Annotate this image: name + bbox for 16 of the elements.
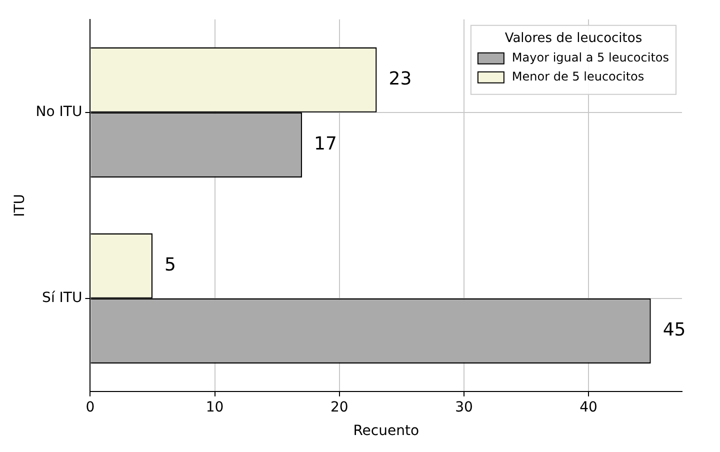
y-tick-label: No ITU bbox=[36, 104, 82, 120]
data-label: 45 bbox=[662, 320, 686, 341]
data-label: 17 bbox=[314, 134, 337, 155]
x-tick-label: 0 bbox=[86, 399, 95, 416]
x-tick-label: 10 bbox=[206, 399, 224, 416]
legend-title: Valores de leucocitos bbox=[504, 30, 642, 46]
data-label: 5 bbox=[164, 254, 176, 276]
data-label: 23 bbox=[388, 68, 412, 90]
x-tick-label: 40 bbox=[580, 399, 598, 416]
x-axis-title: Recuento bbox=[353, 423, 420, 440]
y-axis-title: ITU bbox=[12, 194, 28, 217]
x-tick-label: 30 bbox=[455, 399, 473, 416]
x-tick-label: 20 bbox=[330, 399, 348, 416]
legend-label: Mayor igual a 5 leucocitos bbox=[512, 50, 670, 65]
legend-label: Menor de 5 leucocitos bbox=[512, 70, 644, 84]
y-tick-label: Sí ITU bbox=[42, 290, 82, 306]
